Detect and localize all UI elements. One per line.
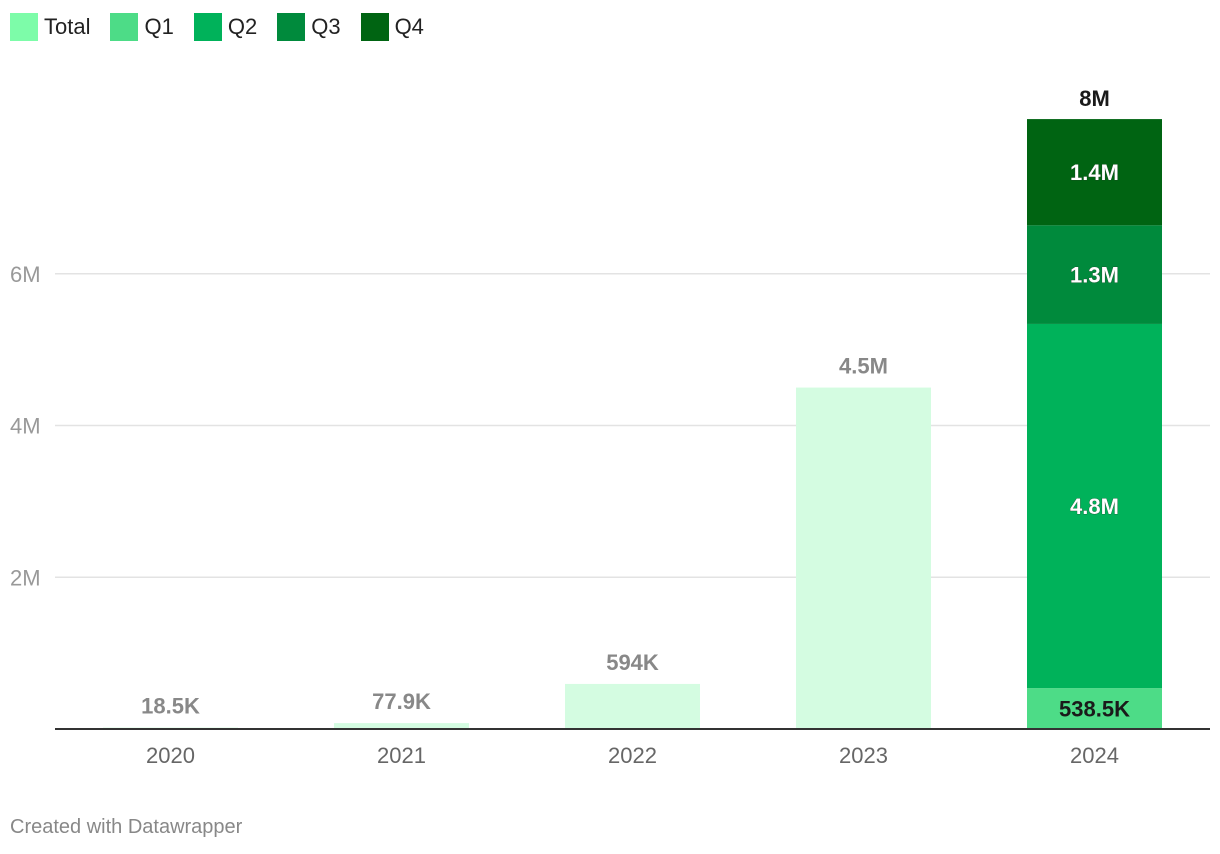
bar-q4-2024 [1027,119,1162,226]
legend-swatch-q1 [110,13,139,41]
legend-swatch-q2 [193,13,222,41]
legend-label-q2: Q2 [227,14,258,39]
data-label-q4-2024: 1.4M [1070,160,1119,185]
data-label-q3-2024: 1.3M [1070,263,1119,288]
bar-q2-2024 [1027,323,1162,689]
bar-total-2023 [796,387,931,729]
legend-item-total: Total [10,13,90,41]
bar-total-2022 [565,683,700,729]
legend-swatch-total [10,13,38,41]
legend-item-q3: Q3 [277,13,341,41]
total-label-2024: 8M [1079,86,1110,111]
y-tick-label-4M: 4M [10,414,41,439]
y-tick-label-2M: 2M [10,565,41,590]
x-tick-label-2024: 2024 [1070,743,1119,768]
data-label-q2-2024: 4.8M [1070,494,1119,519]
data-label-total-2022: 594K [606,650,659,675]
bar-total-2021 [334,723,469,729]
legend-item-q2: Q2 [193,13,258,41]
legend-label-q3: Q3 [311,14,341,39]
data-label-total-2023: 4.5M [839,354,888,379]
x-tick-label-2023: 2023 [839,743,888,768]
legend-label-q1: Q1 [144,14,174,39]
legend-item-q1: Q1 [110,13,174,41]
x-tick-label-2020: 2020 [146,743,195,768]
bar-q1-2024 [1027,688,1162,729]
legend-item-q4: Q4 [360,13,424,41]
data-label-total-2021: 77.9K [372,689,431,714]
legend-label-q4: Q4 [394,14,424,39]
legend-swatch-q3 [277,13,306,41]
data-label-total-2020: 18.5K [141,694,200,719]
y-tick-label-6M: 6M [10,262,41,287]
chart-legend: Total Q1 Q2 Q3 Q4 [10,12,424,42]
x-tick-label-2022: 2022 [608,743,657,768]
stacked-bar-chart: 2M 4M 6M 18.5K 2020 77.9K 2021 594K 2022 4.5M 2023… [10,86,1210,768]
data-label-q1-2024: 538.5K [1059,697,1130,722]
x-tick-label-2021: 2021 [377,743,426,768]
bar-q3-2024 [1027,225,1162,324]
legend-swatch-q4 [360,13,389,41]
credit-text: Created with Datawrapper [10,816,243,838]
legend-label-total: Total [44,14,91,39]
